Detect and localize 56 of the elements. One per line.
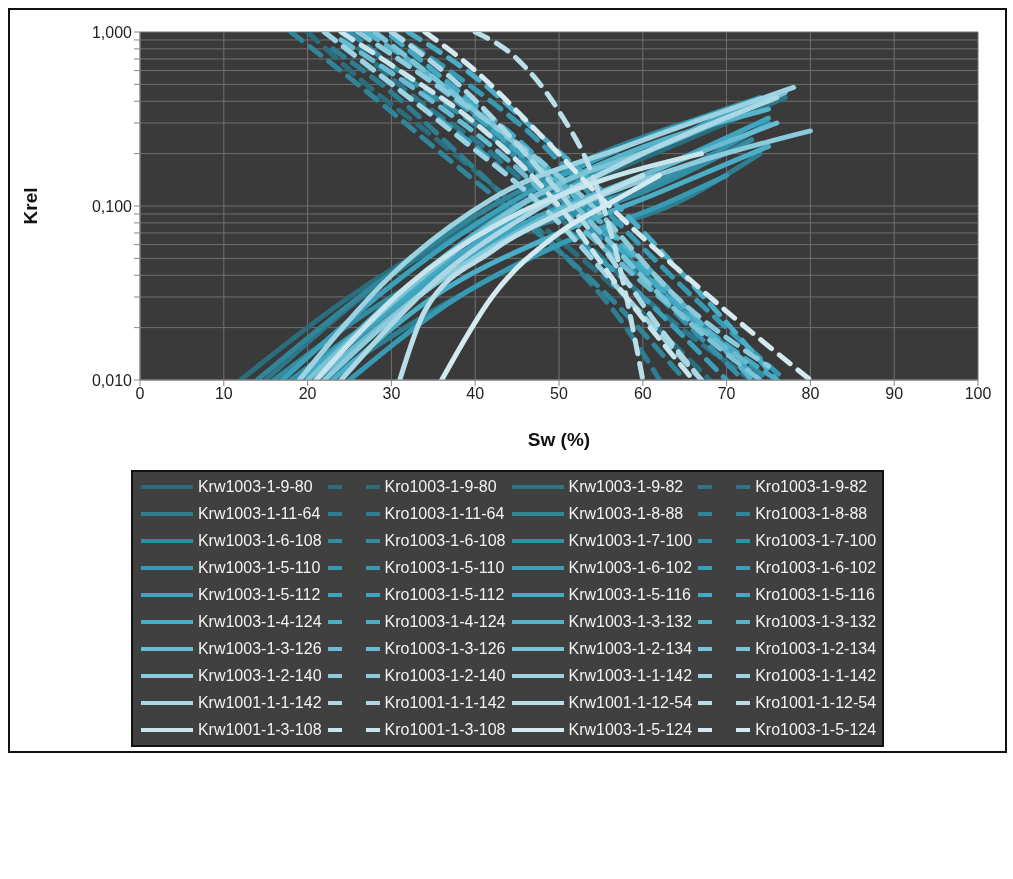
x-tick-label: 30: [382, 385, 401, 403]
legend-label: Kro1001-1-3-108: [384, 721, 506, 739]
legend-label: Kro1003-1-9-82: [755, 478, 868, 496]
legend-label: Krw1003-1-3-126: [197, 640, 322, 658]
legend-label: Krw1003-1-6-102: [568, 559, 693, 577]
x-tick-label: 40: [466, 385, 485, 403]
legend-label: Kro1001-1-1-142: [384, 694, 506, 712]
y-tick-label: 1,000: [91, 23, 133, 41]
legend-label: Kro1003-1-1-142: [755, 667, 877, 685]
legend-label: Krw1003-1-8-88: [568, 505, 684, 523]
legend-label: Krw1003-1-9-80: [197, 478, 313, 496]
legend-label: Kro1003-1-2-140: [384, 667, 506, 685]
legend-label: Kro1003-1-3-126: [384, 640, 506, 658]
legend-label: Krw1003-1-4-124: [197, 613, 322, 631]
legend-label: Krw1003-1-9-82: [568, 478, 684, 496]
legend-label: Krw1003-1-2-140: [197, 667, 322, 685]
legend-label: Krw1003-1-6-108: [197, 532, 322, 550]
legend-label: Kro1003-1-11-64: [384, 505, 505, 523]
legend-label: Krw1003-1-7-100: [568, 532, 693, 550]
legend-label: Krw1003-1-5-116: [568, 586, 691, 604]
x-tick-label: 70: [717, 385, 736, 403]
legend-label: Krw1001-1-1-142: [197, 694, 322, 712]
legend-label: Krw1003-1-5-110: [197, 559, 321, 577]
legend-label: Kro1003-1-5-116: [755, 586, 875, 604]
legend-label: Kro1003-1-4-124: [384, 613, 506, 631]
x-tick-label: 90: [885, 385, 904, 403]
x-tick-label: 100: [964, 385, 992, 403]
y-axis-title: Krel: [19, 187, 41, 225]
y-tick-label: 0,010: [91, 371, 133, 389]
legend-label: Kro1003-1-2-134: [755, 640, 877, 658]
y-tick-label: 0,100: [91, 197, 133, 215]
legend-label: Kro1003-1-6-108: [384, 532, 506, 550]
x-tick-label: 20: [298, 385, 317, 403]
legend-label: Krw1003-1-5-124: [568, 721, 693, 739]
legend-label: Krw1003-1-3-132: [568, 613, 693, 631]
legend-label: Krw1003-1-1-142: [568, 667, 693, 685]
legend-label: Kro1003-1-3-132: [755, 613, 877, 631]
x-tick-label: 60: [633, 385, 652, 403]
x-axis-title: Sw (%): [527, 429, 591, 450]
legend-label: Kro1003-1-5-112: [384, 586, 505, 604]
legend-label: Kro1003-1-7-100: [755, 532, 877, 550]
legend-label: Kro1003-1-8-88: [755, 505, 868, 523]
x-tick-label: 50: [550, 385, 568, 403]
legend-label: Krw1001-1-12-54: [568, 694, 693, 712]
legend-label: Kro1003-1-5-124: [755, 721, 877, 739]
x-tick-label: 10: [214, 385, 233, 403]
legend-label: Kro1003-1-5-110: [384, 559, 505, 577]
x-tick-label: 80: [801, 385, 820, 403]
x-tick-label: 0: [135, 385, 145, 403]
legend-label: Krw1001-1-3-108: [197, 721, 322, 739]
legend-label: Kro1001-1-12-54: [755, 694, 877, 712]
legend-label: Kro1003-1-6-102: [755, 559, 877, 577]
legend-label: Kro1003-1-9-80: [384, 478, 497, 496]
legend-label: Krw1003-1-11-64: [197, 505, 321, 523]
legend-label: Krw1003-1-5-112: [197, 586, 321, 604]
legend-label: Krw1003-1-2-134: [568, 640, 693, 658]
